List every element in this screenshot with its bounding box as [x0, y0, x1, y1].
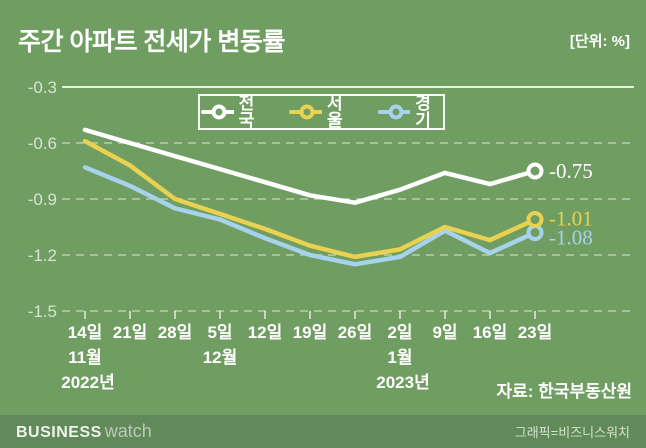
x-axis-day-label: 5일 — [207, 323, 232, 342]
x-axis-day-label: 14일 — [68, 323, 103, 342]
legend-item-gyeonggi: 경기 — [377, 95, 443, 129]
series-line-seoul — [82, 138, 538, 260]
legend-label: 전국 — [238, 94, 255, 130]
legend-marker-icon — [201, 104, 234, 120]
legend-item-seoul: 서울 — [288, 95, 354, 129]
series-line-gyeonggi — [82, 165, 538, 267]
x-axis-day-label: 23일 — [518, 323, 553, 342]
graphic-credit: 그래픽=비즈니스워치 — [514, 425, 630, 440]
x-axis-day-label: 12일 — [248, 323, 283, 342]
series-end-marker-gyeonggi — [526, 224, 544, 242]
x-axis-year-label: 2023년 — [376, 373, 429, 392]
series-end-marker-nationwide — [526, 162, 544, 180]
legend-marker-icon — [289, 104, 322, 120]
legend-label: 경기 — [415, 94, 431, 130]
source-label: 자료: 한국부동산원 — [496, 382, 632, 401]
logo-watch-text: watch — [104, 421, 152, 441]
x-axis-month-label: 1월 — [387, 348, 412, 367]
footer-bar: BUSINESS watch 그래픽=비즈니스워치 — [0, 415, 646, 448]
chart-legend: 전국 서울 경기 — [198, 94, 445, 130]
series-end-value-nationwide: -0.75 — [549, 159, 593, 183]
logo-business-text: BUSINESS — [16, 424, 102, 441]
series-end-marker-seoul — [526, 211, 544, 228]
x-axis-day-label: 21일 — [113, 323, 148, 342]
x-axis-month-label: 11월 — [68, 348, 102, 367]
legend-item-nationwide: 전국 — [200, 95, 266, 129]
x-axis-month-label: 12월 — [203, 348, 238, 367]
y-axis-tick-label: -1.5 — [28, 302, 57, 321]
x-axis-day-label: 9일 — [432, 323, 457, 342]
y-axis-tick-label: -0.3 — [28, 78, 57, 97]
series-end-value-gyeonggi: -1.08 — [549, 226, 593, 250]
x-axis-day-label: 19일 — [293, 323, 328, 342]
page-title: 주간 아파트 전세가 변동률 — [18, 28, 285, 56]
x-axis-day-label: 28일 — [158, 323, 193, 342]
x-axis-day-label: 16일 — [473, 323, 508, 342]
legend-label: 서울 — [326, 94, 343, 130]
x-axis-day-label: 2일 — [387, 323, 412, 342]
unit-label: [단위: %] — [569, 33, 630, 50]
y-axis-tick-label: -1.2 — [28, 246, 57, 265]
y-axis-tick-label: -0.6 — [28, 134, 57, 153]
series-end-value-seoul: -1.01 — [549, 207, 593, 231]
businesswatch-logo: BUSINESS watch — [16, 421, 152, 442]
legend-marker-icon — [377, 104, 411, 120]
x-axis-year-label: 2022년 — [61, 373, 114, 392]
series-line-nationwide — [82, 127, 538, 205]
x-axis-day-label: 26일 — [338, 323, 373, 342]
y-axis-tick-label: -0.9 — [28, 190, 57, 209]
